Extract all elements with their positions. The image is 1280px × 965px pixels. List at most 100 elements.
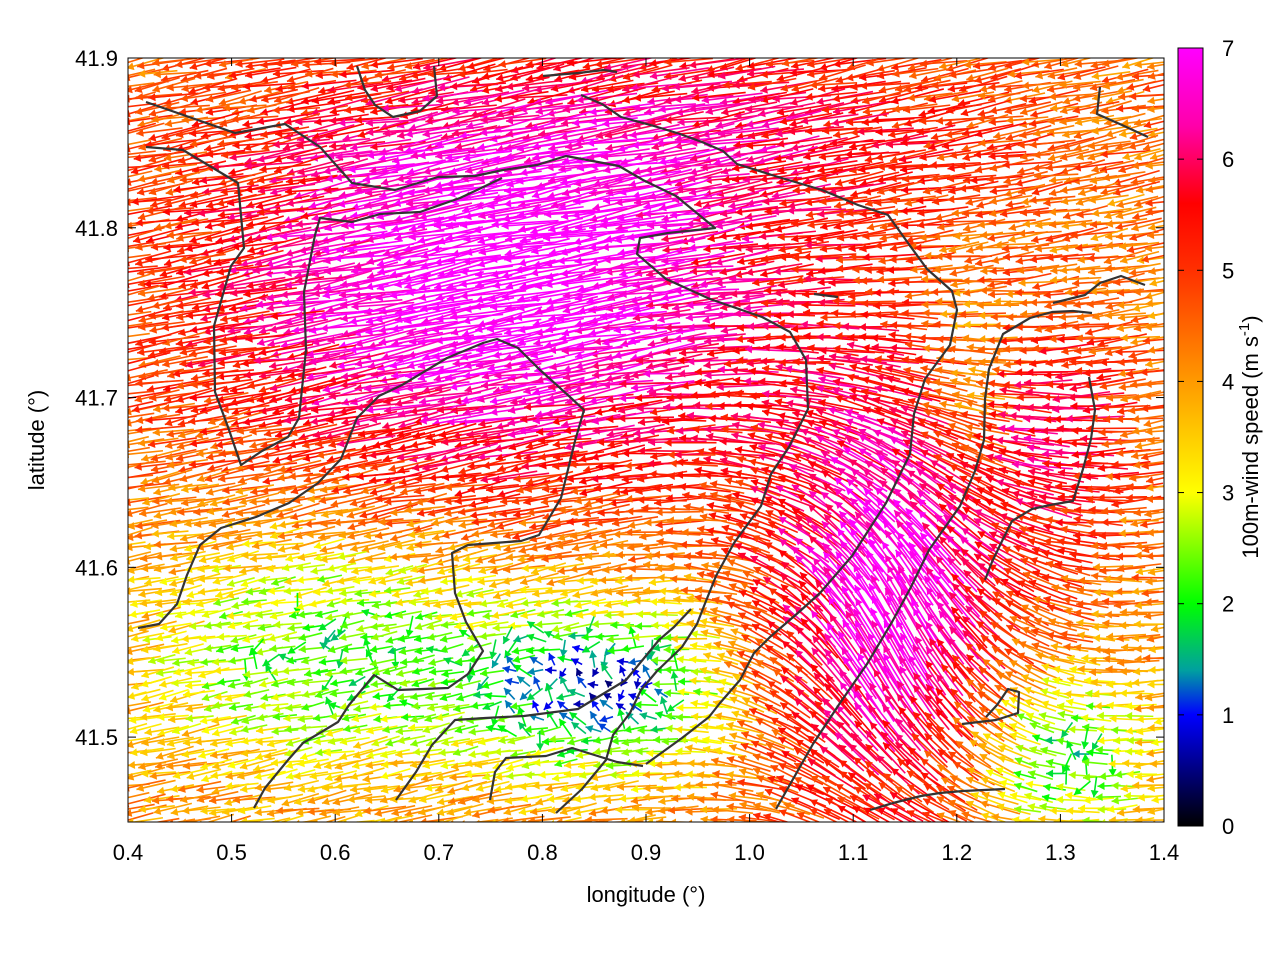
- wind-arrow: [1005, 116, 1049, 125]
- wind-arrow: [977, 114, 1024, 123]
- wind-arrow: [324, 815, 346, 822]
- wind-arrow: [1102, 78, 1144, 90]
- wind-arrow: [1047, 116, 1092, 126]
- wind-arrow: [1015, 744, 1043, 756]
- wind-arrow: [655, 711, 676, 720]
- wind-arrow: [1089, 78, 1136, 92]
- wind-arrow: [287, 101, 341, 113]
- wind-arrow: [174, 608, 205, 619]
- wind-arrow: [274, 58, 320, 68]
- wind-arrow: [235, 58, 285, 68]
- wind-arrow: [586, 137, 654, 147]
- wind-arrow: [962, 146, 1012, 162]
- wind-arrow: [562, 101, 623, 114]
- wind-arrow: [859, 81, 910, 90]
- wind-arrow: [1133, 114, 1164, 127]
- wind-arrow: [747, 58, 801, 70]
- wind-arrow: [894, 78, 941, 93]
- wind-arrow: [454, 133, 513, 151]
- wind-arrow: [152, 58, 198, 67]
- wind-arrow: [435, 135, 501, 149]
- wind-arrow: [701, 114, 759, 127]
- wind-arrow: [589, 710, 600, 725]
- wind-arrow: [556, 700, 569, 711]
- wind-arrow: [857, 127, 914, 136]
- wind-arrow: [875, 149, 927, 162]
- wind-arrow: [1047, 604, 1095, 622]
- wind-arrow: [832, 91, 884, 103]
- wind-arrow: [600, 151, 665, 161]
- wind-arrow: [679, 348, 736, 357]
- wind-arrow: [1059, 80, 1101, 89]
- wind-arrow: [776, 136, 833, 148]
- wind-arrow: [949, 147, 998, 160]
- wind-arrow: [229, 149, 287, 162]
- wind-arrow: [543, 700, 554, 711]
- wind-arrow: [629, 125, 693, 139]
- wind-arrow: [1121, 117, 1163, 127]
- wind-arrow: [1091, 115, 1132, 125]
- wind-arrow: [1147, 680, 1164, 689]
- wind-arrow: [342, 819, 375, 822]
- wind-arrow: [1029, 139, 1076, 149]
- wind-arrow: [776, 66, 828, 83]
- wind-arrow: [670, 542, 713, 551]
- wind-arrow: [244, 66, 297, 79]
- wind-arrow: [564, 135, 626, 151]
- wind-arrow: [238, 90, 282, 105]
- wind-arrow: [503, 640, 517, 659]
- wind-arrow: [930, 125, 979, 141]
- wind-arrow: [317, 78, 369, 95]
- wind-arrow: [491, 705, 500, 727]
- wind-arrow: [1128, 138, 1164, 150]
- wind-arrow: [418, 147, 484, 160]
- wind-arrow: [845, 69, 895, 82]
- wind-arrow: [599, 715, 614, 723]
- wind-arrow: [1081, 728, 1090, 749]
- wind-arrow: [134, 76, 180, 93]
- wind-arrow: [1143, 120, 1164, 129]
- wind-arrow: [370, 58, 423, 69]
- wind-arrow: [861, 117, 915, 127]
- wind-arrow: [876, 67, 927, 80]
- wind-arrow: [732, 80, 790, 89]
- wind-arrow: [527, 667, 544, 676]
- wind-arrow: [181, 80, 227, 93]
- wind-arrow: [458, 458, 507, 475]
- wind-arrow: [349, 344, 416, 354]
- wind-arrow: [781, 58, 822, 67]
- wind-arrow: [1091, 71, 1131, 80]
- wind-arrow: [747, 77, 797, 91]
- wind-arrow: [670, 671, 679, 692]
- wind-arrow: [222, 103, 267, 112]
- wind-arrow: [1057, 66, 1106, 81]
- wind-arrow: [760, 88, 814, 104]
- wind-arrow: [1101, 68, 1149, 84]
- wind-arrow: [505, 124, 566, 138]
- wind-arrow: [1048, 92, 1093, 101]
- wind-arrow: [885, 140, 943, 149]
- wind-arrow: [256, 113, 312, 126]
- wind-arrow: [891, 58, 942, 71]
- wind-arrow: [231, 80, 278, 92]
- wind-arrow: [495, 76, 550, 93]
- wind-arrow: [128, 58, 166, 71]
- wind-arrow: [633, 678, 642, 689]
- wind-arrow: [130, 158, 182, 175]
- wind-arrow: [530, 562, 567, 576]
- wind-arrow: [639, 712, 658, 720]
- wind-arrow: [920, 67, 969, 84]
- wind-arrow: [365, 118, 426, 127]
- wind-arrow: [338, 117, 400, 127]
- wind-arrow: [1072, 90, 1118, 103]
- wind-arrow: [374, 70, 422, 79]
- wind-arrow: [128, 114, 173, 126]
- wind-arrow: [362, 773, 401, 783]
- wind-arrow: [1076, 149, 1118, 161]
- wind-arrow: [973, 150, 1027, 159]
- wind-arrow: [928, 90, 982, 104]
- wind-arrow: [547, 150, 615, 160]
- wind-arrow: [261, 134, 309, 151]
- wind-arrow: [394, 75, 453, 93]
- wind-arrow: [1087, 146, 1129, 161]
